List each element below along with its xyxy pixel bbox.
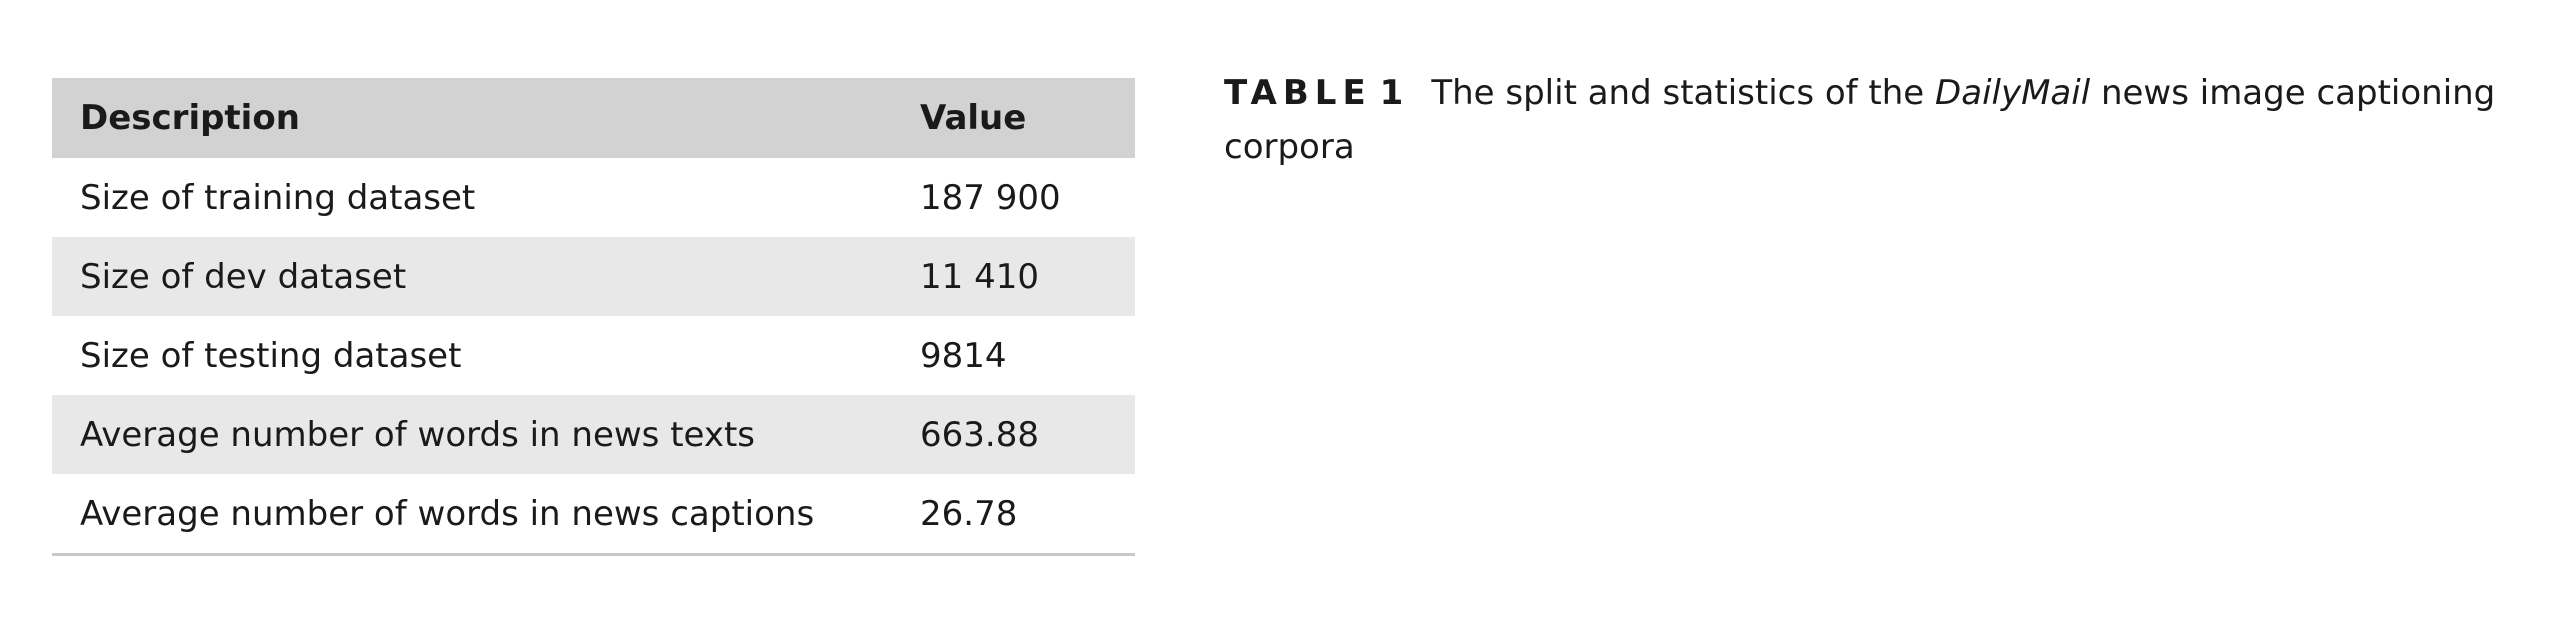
- caption-text-before: The split and statistics of the: [1431, 73, 1936, 113]
- statistics-table: Description Value Size of training datas…: [52, 78, 1135, 556]
- cell-value: 26.78: [892, 474, 1135, 556]
- table-row: Average number of words in news captions…: [52, 474, 1135, 556]
- caption-text-after: news image captioning corpora: [1224, 73, 2496, 167]
- caption-label: TABLE 1: [1224, 73, 1403, 113]
- table-caption: TABLE 1 The split and statistics of the Da…: [1224, 66, 2524, 174]
- table-header-row: Description Value: [52, 78, 1135, 158]
- column-header-description: Description: [80, 98, 300, 138]
- caption-label-text: TABLE: [1224, 73, 1372, 113]
- caption-text-italic: DailyMail: [1935, 73, 2091, 113]
- table-row: Size of testing dataset 9814: [52, 316, 1135, 395]
- cell-value: 187 900: [920, 177, 1061, 218]
- table-body: Size of training dataset 187 900 Size of…: [52, 158, 1135, 556]
- table-header: Description Value: [52, 78, 1135, 158]
- cell-description: Average number of words in news captions: [52, 474, 892, 556]
- cell-value: 663.88: [920, 414, 1039, 455]
- cell-description: Average number of words in news texts: [80, 414, 756, 455]
- cell-description: Size of testing dataset: [80, 335, 462, 376]
- table-row: Average number of words in news texts 66…: [52, 395, 1135, 474]
- table-row: Size of dev dataset 11 410: [52, 237, 1135, 316]
- cell-value: 11 410: [920, 256, 1039, 297]
- caption-label-number: 1: [1379, 73, 1404, 113]
- cell-description: Size of training dataset: [80, 177, 476, 218]
- column-header-value: Value: [920, 98, 1027, 138]
- cell-value: 9814: [920, 335, 1007, 376]
- cell-description: Size of dev dataset: [80, 256, 407, 297]
- table-row: Size of training dataset 187 900: [52, 158, 1135, 237]
